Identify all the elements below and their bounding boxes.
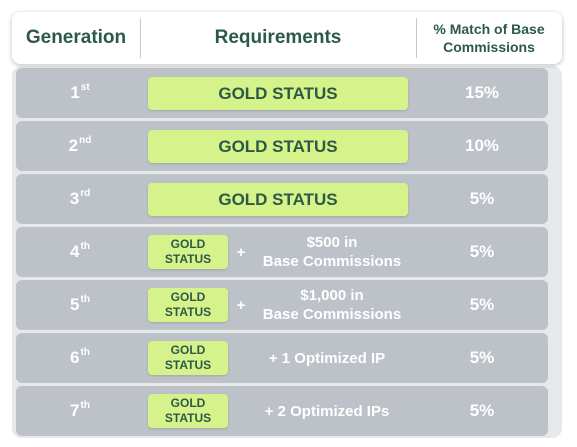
extra-requirement: + 2 Optimized IPs [264,402,390,420]
extra-requirement-line1: $500 in [306,234,358,251]
header-divider [416,18,417,58]
header-match: % Match of Base Commissions [416,12,562,64]
header-match-line1: % Match of Base [433,21,545,37]
match-percent: 5% [469,401,495,420]
extra-requirement-line2: Base Commissions [262,306,402,323]
match-percent: 5% [469,189,495,208]
match-percent: 10% [464,136,500,155]
match-percent: 5% [469,242,495,261]
gold-status-badge: GOLD STATUS [148,288,228,322]
table-header: Generation Requirements % Match of Base … [12,12,562,64]
header-divider [140,18,141,58]
match-percent: 5% [469,295,495,314]
generation-number: 3 [69,189,80,208]
header-match-line2: Commissions [443,39,535,55]
extra-requirement: $1,000 in Base Commissions [250,280,414,330]
header-requirements: Requirements [214,27,342,48]
generation-number: 5 [70,295,80,314]
extra-requirement-line1: $1,000 in [300,287,364,304]
gold-status-badge: GOLD STATUS [148,235,228,269]
gold-badge-line2: STATUS [164,252,212,266]
generation-suffix: st [80,81,90,93]
header-generation: Generation [25,27,127,48]
match-percent: 15% [464,83,500,102]
extra-requirement: $500 in Base Commissions [250,227,414,277]
gold-badge-line1: GOLD [170,343,206,357]
generation-suffix: rd [80,187,91,199]
gold-badge-line2: STATUS [164,411,212,425]
generation-number: 1 [70,83,80,102]
generation-suffix: th [80,293,90,305]
generation-suffix: nd [79,134,92,146]
gold-badge-line1: GOLD [170,396,206,410]
gold-status-badge: GOLD STATUS [148,77,408,110]
plus-sign: + [236,243,246,261]
gold-badge-line1: GOLD [170,237,206,251]
generation-number: 2 [68,136,79,155]
extra-requirement: + 1 Optimized IP [268,349,386,367]
match-percent: 5% [469,348,495,367]
gold-status-badge: GOLD STATUS [148,130,408,163]
gold-status-badge: GOLD STATUS [148,394,228,428]
generation-suffix: th [80,399,90,411]
gold-badge-line2: STATUS [164,358,212,372]
plus-sign: + [236,296,246,314]
generation-number: 7 [70,401,80,420]
gold-status-badge: GOLD STATUS [148,183,408,216]
generation-number: 4 [70,242,80,261]
generation-number: 6 [70,348,80,367]
generation-suffix: th [80,346,90,358]
gold-badge-line2: STATUS [164,305,212,319]
gold-badge-line1: GOLD [170,290,206,304]
generation-suffix: th [80,240,90,252]
gold-status-badge: GOLD STATUS [148,341,228,375]
extra-requirement-line2: Base Commissions [262,253,402,270]
